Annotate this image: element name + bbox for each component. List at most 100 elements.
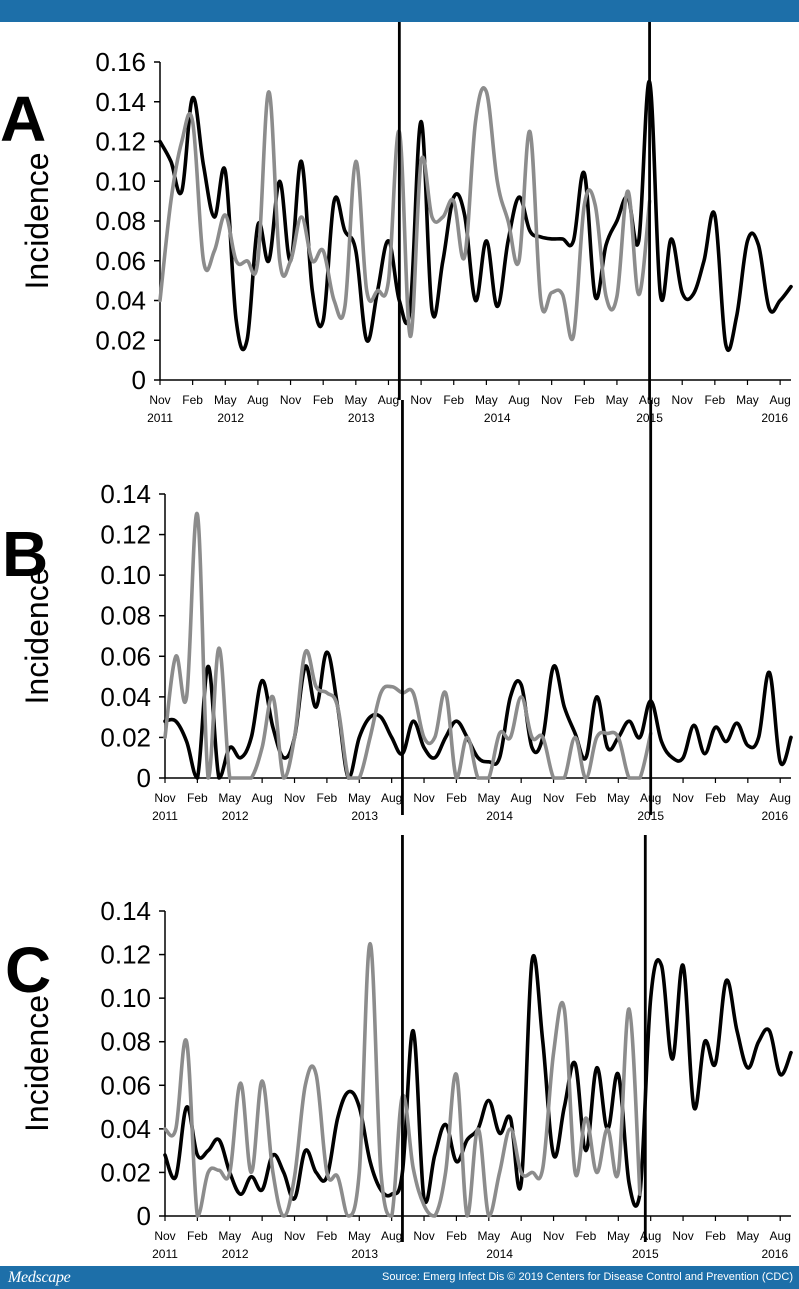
- x-tick-month: Feb: [443, 393, 464, 407]
- x-tick-month: Aug: [510, 1229, 531, 1243]
- panel-label: B: [2, 518, 48, 590]
- x-tick-month: May: [477, 791, 500, 805]
- y-tick-label: 0.08: [100, 1027, 151, 1057]
- x-tick-month: Feb: [317, 791, 338, 805]
- x-tick-month: Nov: [672, 393, 693, 407]
- x-tick-month: Feb: [576, 791, 597, 805]
- x-tick-month: Nov: [284, 1229, 305, 1243]
- y-tick-label: 0.08: [100, 601, 151, 631]
- x-tick-year: 2012: [222, 809, 249, 823]
- x-tick-month: Aug: [769, 393, 790, 407]
- x-tick-month: May: [477, 1229, 500, 1243]
- y-tick-label: 0.10: [100, 560, 151, 590]
- y-tick-label: 0.04: [100, 682, 151, 712]
- y-tick-label: 0.02: [95, 325, 146, 355]
- x-tick-month: Nov: [149, 393, 170, 407]
- x-tick-month: Nov: [543, 791, 564, 805]
- y-tick-label: 0.12: [95, 127, 146, 157]
- y-axis-title: Incidence: [19, 995, 55, 1132]
- x-tick-year: 2012: [217, 411, 244, 425]
- x-tick-year: 2013: [351, 1247, 378, 1261]
- x-tick-month: May: [218, 791, 241, 805]
- y-tick-label: 0: [132, 365, 146, 395]
- x-tick-month: Aug: [247, 393, 268, 407]
- y-tick-label: 0.08: [95, 206, 146, 236]
- series-line-gray: [158, 85, 652, 342]
- x-tick-month: Feb: [187, 791, 208, 805]
- x-tick-month: May: [218, 1229, 241, 1243]
- x-tick-month: Feb: [317, 1229, 338, 1243]
- x-tick-year: 2012: [222, 1247, 249, 1261]
- x-tick-month: May: [344, 393, 367, 407]
- x-tick-month: May: [475, 393, 498, 407]
- x-tick-month: Feb: [313, 393, 334, 407]
- x-tick-month: Nov: [154, 791, 175, 805]
- x-tick-year: 2011: [152, 809, 178, 823]
- x-tick-year: 2016: [761, 1247, 788, 1261]
- x-tick-month: Nov: [280, 393, 301, 407]
- x-tick-month: Nov: [541, 393, 562, 407]
- x-tick-month: May: [736, 791, 759, 805]
- x-tick-month: Aug: [378, 393, 399, 407]
- x-tick-month: Feb: [446, 791, 467, 805]
- series-line-gray: [163, 511, 653, 780]
- x-tick-month: May: [607, 1229, 630, 1243]
- y-tick-label: 0.12: [100, 520, 151, 550]
- x-tick-year: 2011: [147, 411, 173, 425]
- source-credit: Source: Emerg Infect Dis © 2019 Centers …: [381, 1271, 793, 1283]
- y-tick-label: 0.04: [100, 1114, 151, 1144]
- y-axis-title: Incidence: [19, 153, 55, 290]
- x-tick-month: Feb: [705, 393, 726, 407]
- y-tick-label: 0.02: [100, 1157, 151, 1187]
- x-tick-month: Aug: [251, 791, 272, 805]
- x-tick-year: 2016: [761, 411, 788, 425]
- x-tick-month: May: [736, 393, 759, 407]
- footer-bar: Medscape Source: Emerg Infect Dis © 2019…: [0, 1266, 799, 1289]
- x-tick-month: Aug: [770, 1229, 791, 1243]
- x-tick-month: Aug: [510, 791, 531, 805]
- x-tick-month: Feb: [182, 393, 203, 407]
- panel-label: A: [0, 83, 46, 155]
- y-tick-label: 0.16: [95, 47, 146, 77]
- x-tick-year: 2014: [484, 411, 511, 425]
- medscape-logo[interactable]: Medscape: [8, 1269, 71, 1286]
- x-tick-month: May: [348, 791, 371, 805]
- x-tick-month: Nov: [413, 1229, 434, 1243]
- series-line-black: [158, 80, 793, 353]
- x-tick-month: May: [607, 791, 630, 805]
- y-tick-label: 0.14: [100, 896, 151, 926]
- x-tick-month: Aug: [508, 393, 529, 407]
- y-tick-label: 0: [137, 1201, 151, 1231]
- x-tick-year: 2011: [152, 1247, 178, 1261]
- x-tick-year: 2014: [486, 1247, 513, 1261]
- series-line-black: [163, 650, 793, 780]
- x-tick-month: Nov: [543, 1229, 564, 1243]
- x-tick-month: Aug: [770, 791, 791, 805]
- y-tick-label: 0.10: [100, 983, 151, 1013]
- x-tick-year: 2016: [761, 809, 788, 823]
- y-tick-label: 0.14: [100, 479, 151, 509]
- x-tick-month: Aug: [381, 791, 402, 805]
- x-tick-month: Aug: [381, 1229, 402, 1243]
- y-tick-label: 0.12: [100, 940, 151, 970]
- y-tick-label: 0.02: [100, 722, 151, 752]
- x-tick-year: 2013: [348, 411, 375, 425]
- x-tick-month: Nov: [284, 791, 305, 805]
- x-tick-month: Nov: [410, 393, 431, 407]
- y-tick-label: 0.10: [95, 166, 146, 196]
- x-tick-month: Feb: [446, 1229, 467, 1243]
- x-tick-month: Nov: [672, 1229, 693, 1243]
- panel-label: C: [5, 934, 51, 1006]
- y-tick-label: 0.04: [95, 286, 146, 316]
- y-tick-label: 0.14: [95, 87, 146, 117]
- header-bar: [0, 0, 799, 22]
- x-tick-year: 2013: [351, 809, 378, 823]
- x-tick-year: 2015: [632, 1247, 659, 1261]
- y-tick-label: 0: [137, 763, 151, 793]
- x-tick-month: May: [736, 1229, 759, 1243]
- x-tick-month: Nov: [413, 791, 434, 805]
- x-tick-month: Aug: [640, 1229, 661, 1243]
